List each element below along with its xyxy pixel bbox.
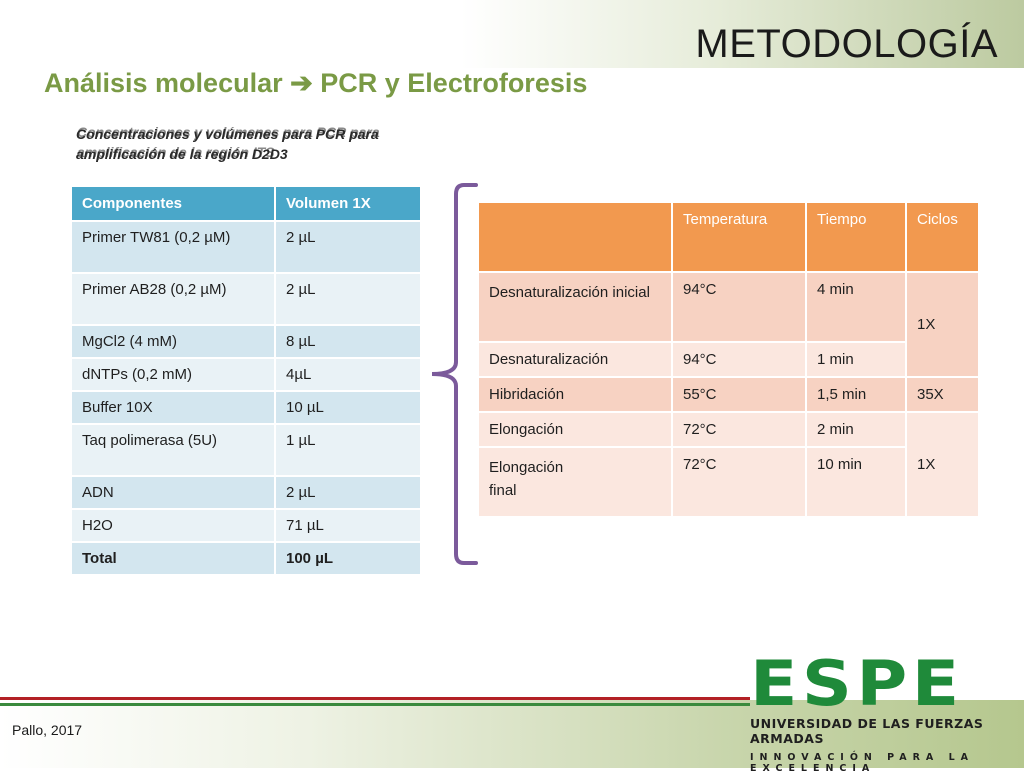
- step-cell: Elongación final: [479, 448, 671, 516]
- table-row: MgCl2 (4 mM) 8 µL: [72, 326, 420, 357]
- time-cell: 2 min: [807, 413, 905, 446]
- table-caption: Concentraciones y volúmenes para PCR par…: [76, 124, 416, 164]
- time-cell: 1,5 min: [807, 378, 905, 411]
- table-row: Desnaturalización 94°C 1 min: [479, 343, 978, 376]
- temperature-cell: 72°C: [673, 448, 805, 516]
- table-row: Buffer 10X 10 µL: [72, 392, 420, 423]
- volume-cell: 2 µL: [276, 222, 420, 272]
- table-row: Primer AB28 (0,2 µM) 2 µL: [72, 274, 420, 324]
- volume-cell: 2 µL: [276, 477, 420, 508]
- table-row: dNTPs (0,2 mM) 4µL: [72, 359, 420, 390]
- component-cell: Primer TW81 (0,2 µM): [72, 222, 274, 272]
- table-row: Desnaturalización inicial 94°C 4 min 1X: [479, 273, 978, 376]
- column-header-empty: [479, 203, 671, 271]
- slide-title: METODOLOGÍA: [695, 22, 998, 66]
- step-text: Elongación final: [489, 459, 564, 499]
- subtitle-right: PCR y Electroforesis: [320, 68, 588, 98]
- subtitle-left: Análisis molecular: [44, 68, 283, 98]
- component-cell: Buffer 10X: [72, 392, 274, 423]
- pcr-program-table: Temperatura Tiempo Ciclos Desnaturalizac…: [477, 201, 980, 518]
- component-cell: dNTPs (0,2 mM): [72, 359, 274, 390]
- step-cell: Elongación: [479, 413, 671, 446]
- temperature-cell: 94°C: [673, 343, 805, 376]
- component-cell: H2O: [72, 510, 274, 541]
- espe-logo: ESPE UNIVERSIDAD DE LAS FUERZAS ARMADAS …: [750, 653, 1010, 774]
- step-cell: Hibridación: [479, 378, 671, 411]
- table-row: Primer TW81 (0,2 µM) 2 µL: [72, 222, 420, 272]
- column-header: Componentes: [72, 187, 274, 220]
- table-row: ADN 2 µL: [72, 477, 420, 508]
- time-cell: 1 min: [807, 343, 905, 376]
- table-row-total: Total 100 µL: [72, 543, 420, 574]
- volume-cell: 4µL: [276, 359, 420, 390]
- cycles-cell: 1X: [907, 273, 978, 376]
- bracket-connector: [431, 183, 478, 565]
- citation: Pallo, 2017: [12, 722, 83, 738]
- time-cell: 4 min: [807, 273, 905, 341]
- column-header: Volumen 1X: [276, 187, 420, 220]
- temperature-cell: 72°C: [673, 413, 805, 446]
- component-cell: Taq polimerasa (5U): [72, 425, 274, 475]
- time-cell: 10 min: [807, 448, 905, 516]
- table-row: Taq polimerasa (5U) 1 µL: [72, 425, 420, 475]
- component-cell: MgCl2 (4 mM): [72, 326, 274, 357]
- volume-cell: 1 µL: [276, 425, 420, 475]
- temperature-cell: 55°C: [673, 378, 805, 411]
- table-row: Elongación 72°C 2 min 1X: [479, 413, 978, 516]
- table-row: Hibridación 55°C 1,5 min 35X: [479, 378, 978, 411]
- caption-overlay-text: Concentraciones y volúmenes para PCR par…: [77, 124, 380, 160]
- cycles-cell: 35X: [907, 378, 978, 411]
- column-header: Ciclos: [907, 203, 978, 271]
- components-table: Componentes Volumen 1X Primer TW81 (0,2 …: [70, 185, 422, 576]
- step-cell: Desnaturalización inicial: [479, 273, 671, 341]
- total-value: 100 µL: [276, 543, 420, 574]
- temperature-cell: 94°C: [673, 273, 805, 341]
- logo-wordmark: ESPE: [750, 647, 964, 720]
- program-header-row: Temperatura Tiempo Ciclos: [479, 203, 978, 271]
- volume-cell: 71 µL: [276, 510, 420, 541]
- table-row: Elongación final 72°C 10 min: [479, 448, 978, 516]
- component-cell: ADN: [72, 477, 274, 508]
- table-row: H2O 71 µL: [72, 510, 420, 541]
- volume-cell: 2 µL: [276, 274, 420, 324]
- logo-tagline: INNOVACIÓN PARA LA EXCELENCIA: [750, 752, 974, 774]
- volume-cell: 8 µL: [276, 326, 420, 357]
- header-band: [0, 0, 1024, 68]
- cycles-cell: 1X: [907, 413, 978, 516]
- components-header-row: Componentes Volumen 1X: [72, 187, 420, 220]
- footer-stripe-green: [0, 703, 750, 706]
- section-subtitle: Análisis molecular ➔ PCR y Electroforesi…: [44, 68, 587, 99]
- logo-university: UNIVERSIDAD DE LAS FUERZAS ARMADAS: [750, 716, 984, 746]
- caption-text: Concentraciones y volúmenes para PCR par…: [76, 126, 379, 162]
- column-header: Tiempo: [807, 203, 905, 271]
- footer-stripe-red: [0, 697, 750, 700]
- step-cell: Desnaturalización: [479, 343, 671, 376]
- component-cell: Primer AB28 (0,2 µM): [72, 274, 274, 324]
- total-label: Total: [72, 543, 274, 574]
- arrow-icon: ➔: [290, 68, 313, 98]
- footer-band: [0, 700, 1024, 768]
- column-header: Temperatura: [673, 203, 805, 271]
- volume-cell: 10 µL: [276, 392, 420, 423]
